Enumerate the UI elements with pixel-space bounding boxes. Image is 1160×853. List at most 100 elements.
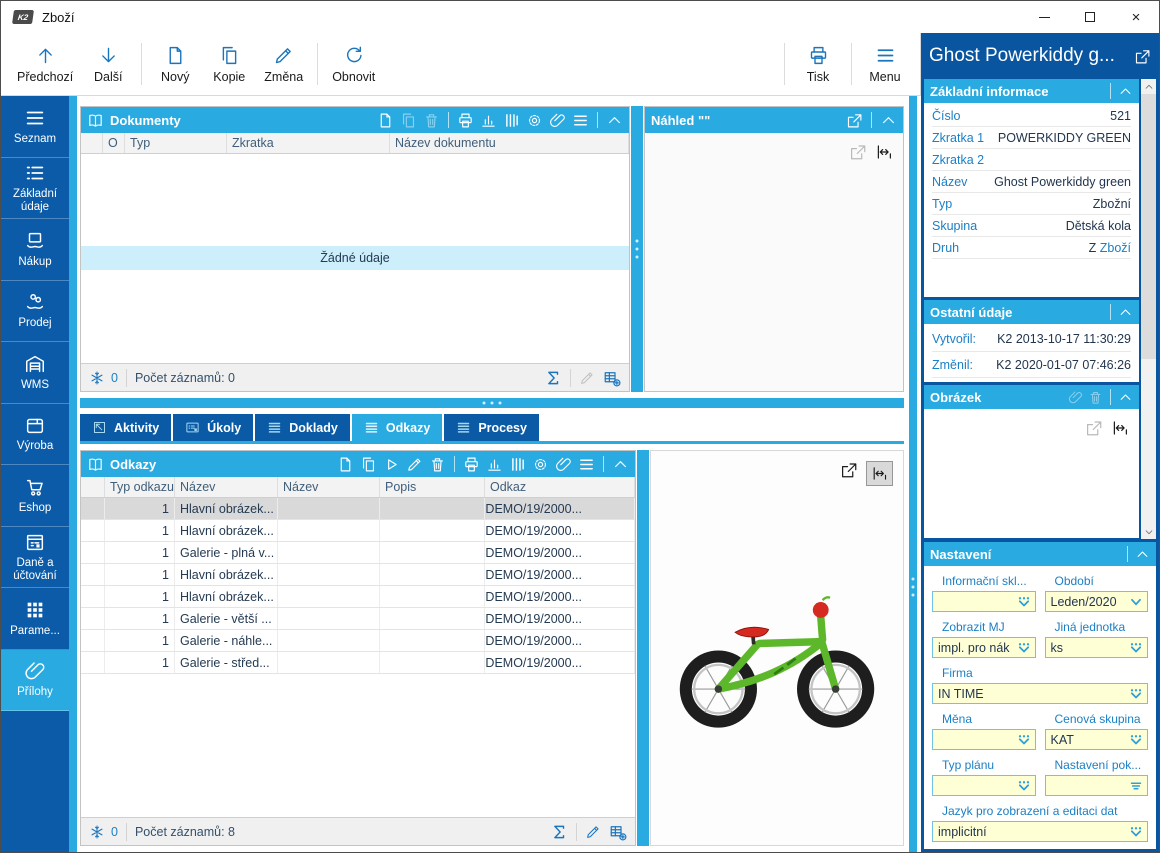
next-button[interactable]: Další [81,41,135,88]
dropdown-icon[interactable] [1129,688,1143,700]
panel-menu-icon[interactable] [578,456,595,473]
fit-width-button[interactable] [866,461,893,486]
field-input[interactable]: implicitní [932,821,1148,842]
sum-icon[interactable] [550,823,568,841]
scroll-up-icon[interactable] [1141,79,1156,94]
tab-doklady[interactable]: Doklady [255,414,350,441]
close-button[interactable]: × [1113,1,1159,33]
tab-procesy[interactable]: Procesy [444,414,539,441]
field-input[interactable]: ks [1044,637,1148,658]
collapse-icon[interactable] [1118,390,1133,405]
new-document-icon[interactable] [337,456,354,473]
link-row[interactable]: 1 Galerie - náhle... DEMO/19/2000... [81,630,635,652]
refresh-button[interactable]: Obnovit [324,41,383,88]
columns-icon[interactable] [509,456,526,473]
print-icon[interactable] [457,112,474,129]
sidebar-item-prilohy[interactable]: Přílohy [1,649,69,711]
field-input[interactable] [1044,775,1148,796]
link-row[interactable]: 1 Galerie - plná v... DEMO/19/2000... [81,542,635,564]
link-row[interactable]: 1 Galerie - větší ... DEMO/19/2000... [81,608,635,630]
panel-menu-icon[interactable] [572,112,589,129]
links-col-4[interactable]: Popis [380,477,485,497]
sidebar-item-eshop[interactable]: Eshop [1,465,69,527]
sum-icon[interactable] [544,369,562,387]
collapse-icon[interactable] [612,456,629,473]
copy-icon[interactable] [400,112,417,129]
external-link-icon[interactable] [1085,419,1103,437]
dropdown-icon[interactable] [1129,780,1143,792]
collapse-icon[interactable] [606,112,623,129]
field-input[interactable]: Leden/2020 [1044,591,1148,612]
tab-ukoly[interactable]: Úkoly [173,414,254,441]
sidebar-item-zakladni-udaje[interactable]: Základní údaje [1,158,69,219]
external-link-icon[interactable] [849,143,867,161]
sidebar-item-seznam[interactable]: Seznam [1,96,69,158]
delete-icon[interactable] [429,456,446,473]
new-document-icon[interactable] [377,112,394,129]
link-row[interactable]: 1 Hlavní obrázek... DEMO/19/2000... [81,564,635,586]
link-row[interactable]: 1 Hlavní obrázek... DEMO/19/2000... [81,586,635,608]
chart-icon[interactable] [480,112,497,129]
vertical-splitter[interactable] [631,106,643,392]
tab-odkazy[interactable]: Odkazy [351,414,443,441]
link-row[interactable]: 1 Galerie - střed... DEMO/19/2000... [81,652,635,674]
links-col-0[interactable] [81,477,105,497]
collapse-icon[interactable] [1118,305,1133,320]
dropdown-icon[interactable] [1017,734,1031,746]
delete-icon[interactable] [423,112,440,129]
dropdown-icon[interactable] [1129,826,1143,838]
gear-icon[interactable] [532,456,549,473]
copy-icon[interactable] [360,456,377,473]
sidebar-item-dane-a-uctovani[interactable]: Daně a účtování [1,527,69,588]
collapse-icon[interactable] [1135,547,1150,562]
print-button[interactable]: Tisk [791,41,845,88]
minimize-button[interactable] [1021,1,1067,33]
menu-button[interactable]: Menu [858,41,912,88]
run-icon[interactable] [383,456,400,473]
dropdown-icon[interactable] [1017,596,1031,608]
links-col-3[interactable]: Název [278,477,380,497]
external-link-icon[interactable] [846,112,863,129]
horizontal-splitter[interactable] [80,398,904,408]
chart-icon[interactable] [486,456,503,473]
external-link-icon[interactable] [840,461,858,479]
dropdown-icon[interactable] [1129,734,1143,746]
field-input[interactable] [932,591,1036,612]
dropdown-icon[interactable] [1017,642,1031,654]
maximize-button[interactable] [1067,1,1113,33]
fit-width-icon[interactable] [875,143,893,161]
paperclip-icon[interactable] [549,112,566,129]
link-row[interactable]: 1 Hlavní obrázek... DEMO/19/2000... [81,498,635,520]
sidebar-item-prodej[interactable]: Prodej [1,281,69,342]
detail-scrollbar[interactable] [1141,79,1156,539]
links-col-2[interactable]: Název [175,477,278,497]
sidebar-item-wms[interactable]: WMS [1,342,69,404]
link-row[interactable]: 1 Hlavní obrázek... DEMO/19/2000... [81,520,635,542]
field-input[interactable] [932,729,1036,750]
copy-button[interactable]: Kopie [202,41,256,88]
print-icon[interactable] [463,456,480,473]
sidebar-item-nakup[interactable]: Nákup [1,219,69,281]
dropdown-icon[interactable] [1017,780,1031,792]
external-link-icon[interactable] [1134,48,1151,65]
links-col-1[interactable]: Typ odkazu [105,477,175,497]
edit-icon[interactable] [406,456,423,473]
tab-aktivity[interactable]: Aktivity [80,414,172,441]
main-accent-strip[interactable] [909,96,917,852]
delete-icon[interactable] [1088,390,1103,405]
info-value-link[interactable]: Zboží [1099,240,1131,255]
paperclip-icon[interactable] [555,456,572,473]
change-button[interactable]: Změna [256,41,311,88]
vertical-splitter[interactable] [637,450,649,846]
documents-col-1[interactable]: O [103,133,125,153]
collapse-icon[interactable] [880,112,897,129]
sidebar-item-parametry[interactable]: Parame... [1,588,69,650]
edit-icon[interactable] [585,824,601,840]
field-input[interactable]: impl. pro nák [932,637,1036,658]
table-add-icon[interactable] [609,823,627,841]
dropdown-icon[interactable] [1129,642,1143,654]
documents-col-2[interactable]: Typ [125,133,227,153]
new-button[interactable]: Nový [148,41,202,88]
documents-col-0[interactable] [81,133,103,153]
edit-icon[interactable] [579,370,595,386]
